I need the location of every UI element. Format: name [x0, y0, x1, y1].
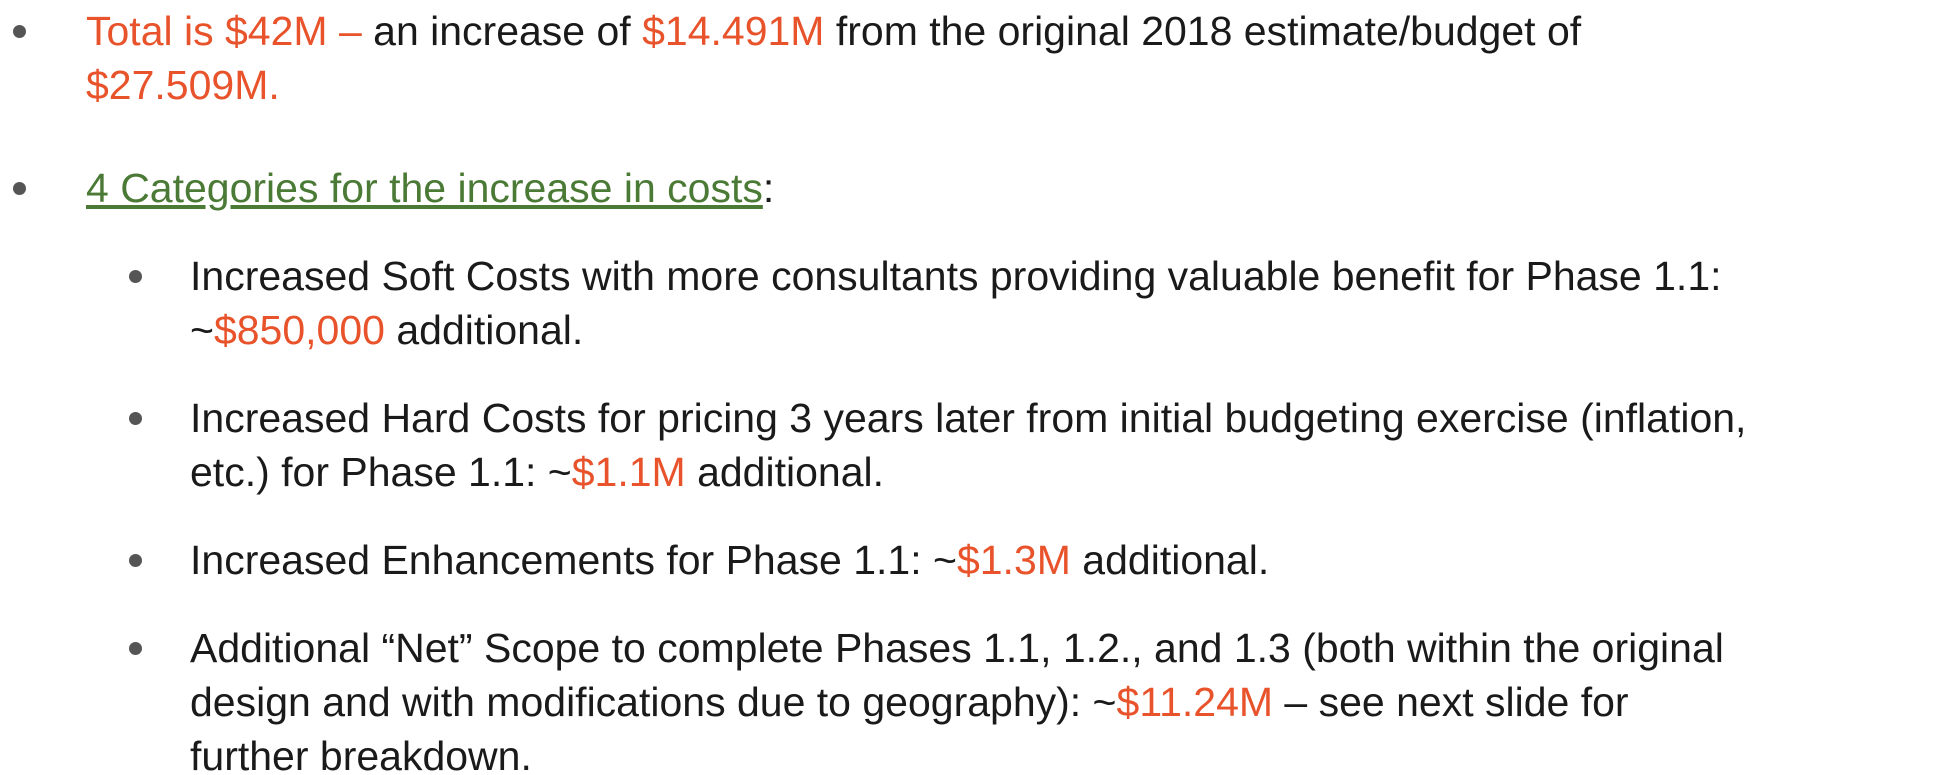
text-line: Increased Hard Costs for pricing 3 years… — [190, 391, 1746, 445]
text-line: ~$850,000 additional. — [190, 303, 583, 357]
bullet-dot — [13, 25, 26, 38]
text-run: additional. — [685, 449, 885, 495]
text-line: Increased Soft Costs with more consultan… — [190, 249, 1722, 303]
text-run: Increased Hard Costs for pricing 3 years… — [190, 395, 1747, 441]
text-run: $1.3M — [956, 537, 1071, 583]
bullet-dot — [129, 412, 142, 425]
text-run: – see next slide for — [1273, 679, 1629, 725]
text-line: design and with modifications due to geo… — [190, 675, 1629, 729]
text-run: : — [762, 165, 775, 211]
text-line: etc.) for Phase 1.1: ~$1.1M additional. — [190, 445, 884, 499]
text-run: further breakdown. — [190, 733, 532, 775]
text-run: $14.491M — [642, 8, 825, 54]
bullet-dot — [129, 642, 142, 655]
bullet-dot — [129, 554, 142, 567]
text-line: Total is $42M – an increase of $14.491M … — [86, 4, 1581, 58]
text-run: $11.24M — [1116, 679, 1274, 725]
text-run: Additional “Net” Scope to complete Phase… — [190, 625, 1724, 671]
text-run: additional. — [384, 307, 584, 353]
text-line: further breakdown. — [190, 729, 532, 775]
bullet-dot — [129, 270, 142, 283]
text-run: $850,000 — [213, 307, 385, 353]
text-line: $27.509M. — [86, 58, 280, 112]
text-run: etc.) for Phase 1.1: ~ — [190, 449, 572, 495]
text-run: from the original 2018 estimate/budget o… — [824, 8, 1582, 54]
underlined-text: 4 Categories for the increase in costs — [86, 165, 763, 211]
text-line: Increased Enhancements for Phase 1.1: ~$… — [190, 533, 1269, 587]
text-run: $27.509M. — [86, 62, 280, 108]
bullet-dot — [13, 182, 26, 195]
text-run: an increase of — [361, 8, 643, 54]
text-line: Additional “Net” Scope to complete Phase… — [190, 621, 1724, 675]
text-run: design and with modifications due to geo… — [190, 679, 1117, 725]
text-run: Increased Soft Costs with more consultan… — [190, 253, 1722, 299]
text-run: Total is $42M – — [86, 8, 362, 54]
text-run: Increased Enhancements for Phase 1.1: ~ — [190, 537, 957, 583]
text-run: $1.1M — [571, 449, 686, 495]
text-line: 4 Categories for the increase in costs: — [86, 161, 774, 215]
text-run: additional. — [1070, 537, 1270, 583]
text-run: ~ — [190, 307, 214, 353]
